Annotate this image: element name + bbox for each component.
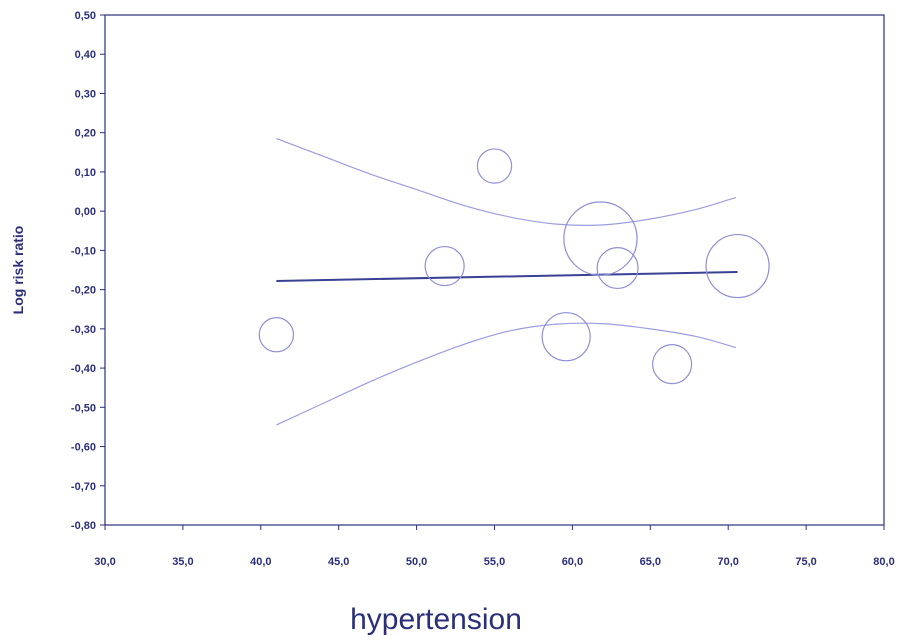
regression-line xyxy=(276,270,738,282)
study-bubble xyxy=(596,247,639,290)
study-bubble xyxy=(541,312,591,362)
x-tick-label: 65,0 xyxy=(640,556,661,568)
x-axis-label: hypertension xyxy=(350,603,522,636)
y-tick-label: 0,30 xyxy=(75,88,96,100)
study-bubble xyxy=(476,148,513,184)
study-bubble xyxy=(258,317,295,353)
y-tick-label: -0,30 xyxy=(71,324,96,336)
x-tick-label: 35,0 xyxy=(172,556,193,568)
study-bubble xyxy=(563,201,638,276)
x-tick-label: 70,0 xyxy=(717,556,738,568)
x-tick-label: 45,0 xyxy=(328,556,349,568)
y-axis-label: Log risk ratio xyxy=(10,226,26,315)
y-tick-label: -0,50 xyxy=(71,402,96,414)
x-tick-label: 40,0 xyxy=(250,556,271,568)
upper-confidence-band xyxy=(276,138,737,226)
y-tick-label: -0,20 xyxy=(71,285,96,297)
curves xyxy=(276,138,738,426)
y-tick-label: -0,10 xyxy=(71,245,96,257)
y-tick-label: 0,50 xyxy=(75,10,96,22)
study-bubble xyxy=(424,245,465,287)
y-tick-label: 0,20 xyxy=(75,128,96,140)
y-tick-label: 0,40 xyxy=(75,49,96,61)
y-tick-label: 0,00 xyxy=(75,206,96,218)
x-tick-label: 75,0 xyxy=(795,556,816,568)
plot-frame xyxy=(104,14,885,526)
y-tick-label: 0,10 xyxy=(75,167,96,179)
y-tick-label: -0,70 xyxy=(71,481,96,493)
x-tick-label: 80,0 xyxy=(873,556,894,568)
x-tick-label: 30,0 xyxy=(94,556,115,568)
study-bubble xyxy=(705,233,770,299)
study-bubble xyxy=(652,344,693,385)
x-tick-label: 55,0 xyxy=(484,556,505,568)
x-tick-label: 50,0 xyxy=(406,556,427,568)
y-tick-label: -0,80 xyxy=(71,520,96,532)
axes: 0,50 0,40 0,30 0,20 0,10 0,00 -0,10 -0,20 -0,30 -… xyxy=(71,10,895,568)
lower-confidence-band xyxy=(276,322,737,426)
y-tick-label: -0,40 xyxy=(71,363,96,375)
x-tick-label: 60,0 xyxy=(562,556,583,568)
data-points xyxy=(258,148,770,385)
y-tick-label: -0,60 xyxy=(71,442,96,454)
